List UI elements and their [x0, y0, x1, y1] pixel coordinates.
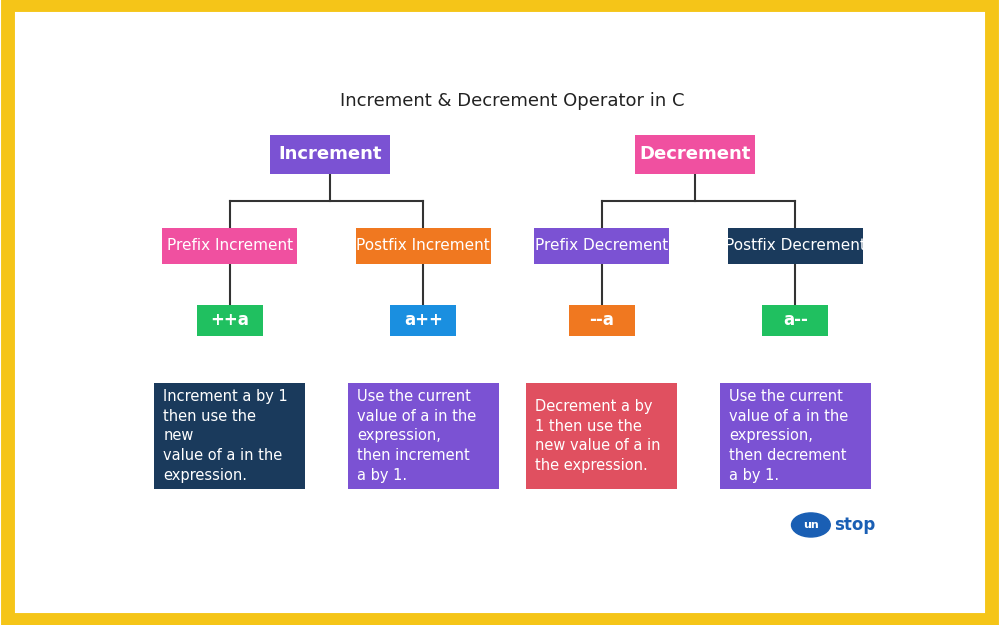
Text: Use the current
value of a in the
expression,
then increment
a by 1.: Use the current value of a in the expres… [357, 389, 476, 483]
Circle shape [792, 513, 830, 537]
Text: Use the current
value of a in the
expression,
then decrement
a by 1.: Use the current value of a in the expres… [729, 389, 848, 483]
FancyBboxPatch shape [162, 228, 297, 264]
FancyBboxPatch shape [635, 135, 755, 174]
Text: ++a: ++a [210, 311, 249, 329]
FancyBboxPatch shape [348, 383, 499, 489]
FancyBboxPatch shape [728, 228, 863, 264]
FancyBboxPatch shape [720, 383, 871, 489]
FancyBboxPatch shape [762, 305, 828, 336]
Text: a--: a-- [783, 311, 808, 329]
FancyBboxPatch shape [390, 305, 456, 336]
Text: Prefix Decrement: Prefix Decrement [535, 238, 668, 253]
Text: Increment & Decrement Operator in C: Increment & Decrement Operator in C [340, 92, 685, 111]
Text: Increment: Increment [279, 146, 382, 163]
FancyBboxPatch shape [197, 305, 263, 336]
Text: Postfix Increment: Postfix Increment [356, 238, 490, 253]
Text: --a: --a [589, 311, 614, 329]
FancyBboxPatch shape [270, 135, 390, 174]
FancyBboxPatch shape [154, 383, 305, 489]
Text: un: un [803, 520, 819, 530]
Text: Prefix Increment: Prefix Increment [167, 238, 293, 253]
FancyBboxPatch shape [526, 383, 677, 489]
Text: a++: a++ [404, 311, 443, 329]
Text: Decrement a by
1 then use the
new value of a in
the expression.: Decrement a by 1 then use the new value … [535, 399, 661, 473]
FancyBboxPatch shape [569, 305, 635, 336]
Text: stop: stop [834, 516, 875, 534]
Text: Decrement: Decrement [639, 146, 750, 163]
Text: Increment a by 1
then use the
new
value of a in the
expression.: Increment a by 1 then use the new value … [163, 389, 288, 483]
FancyBboxPatch shape [534, 228, 669, 264]
Text: Postfix Decrement: Postfix Decrement [725, 238, 866, 253]
FancyBboxPatch shape [356, 228, 491, 264]
